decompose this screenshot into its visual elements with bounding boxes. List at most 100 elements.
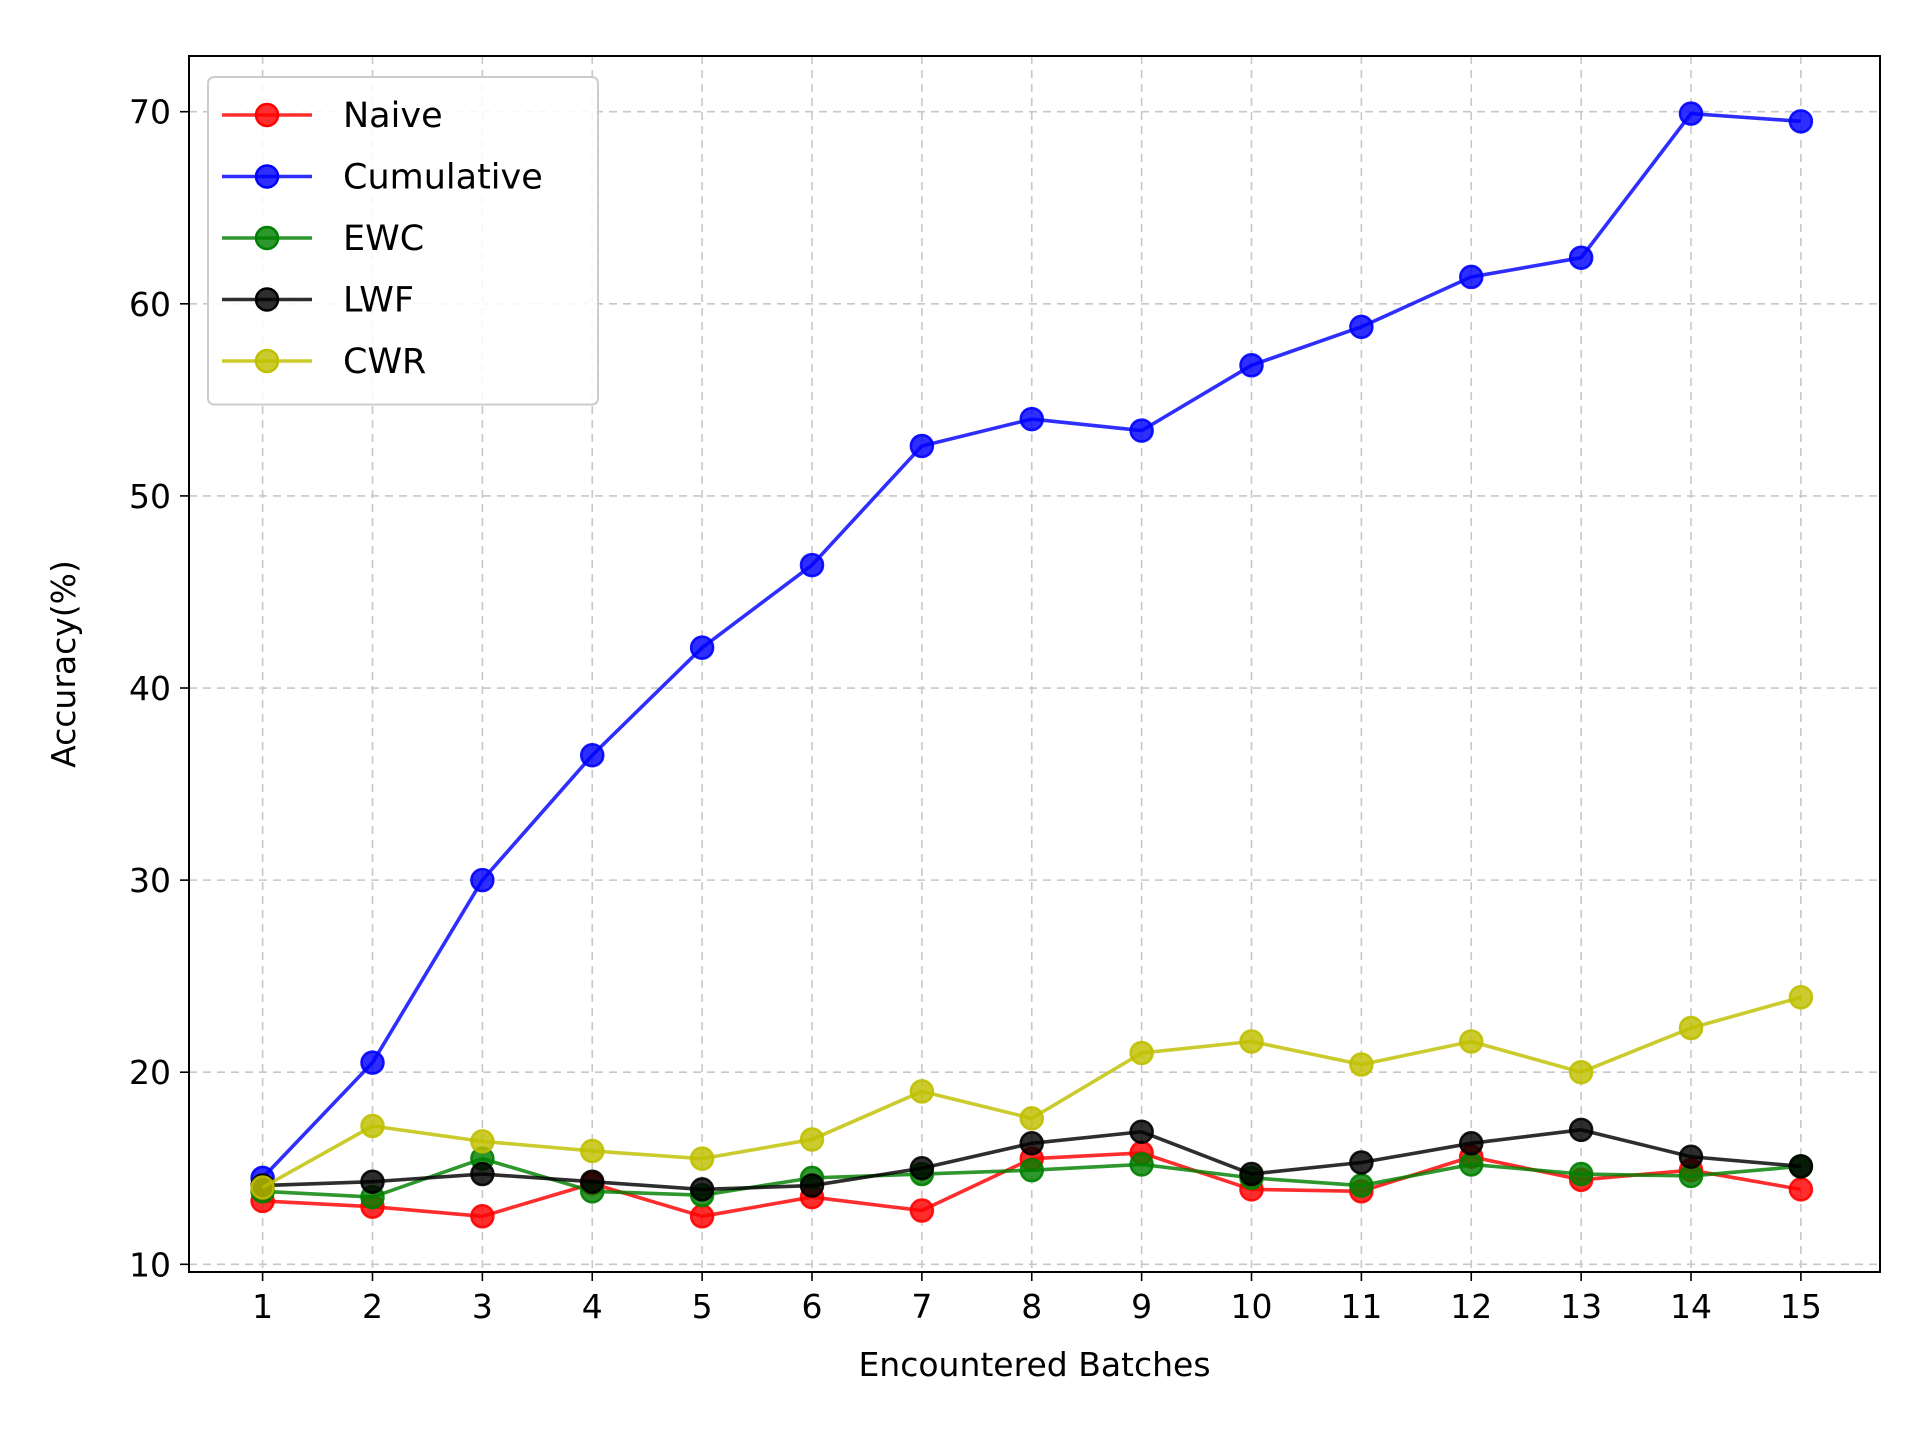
y-tick-label: 50	[129, 477, 171, 516]
x-tick-label: 7	[911, 1287, 932, 1326]
legend-marker	[254, 225, 280, 251]
y-tick-label: 10	[129, 1245, 171, 1284]
x-tick-label: 3	[472, 1287, 493, 1326]
x-tick-label: 1	[252, 1287, 273, 1326]
data-point-lwf	[1239, 1161, 1264, 1187]
y-tick-label: 30	[129, 861, 171, 900]
data-point-cumulative	[1788, 109, 1814, 134]
data-point-cwr	[579, 1138, 605, 1164]
data-point-cumulative	[1019, 406, 1045, 432]
data-point-cumulative	[470, 867, 495, 893]
legend-item-cumulative: Cumulative	[222, 158, 543, 198]
data-point-lwf	[1788, 1154, 1814, 1179]
data-point-cwr	[250, 1175, 275, 1200]
x-tick-label: 12	[1450, 1287, 1492, 1326]
x-tick-label: 4	[582, 1287, 603, 1326]
data-point-cumulative	[1568, 245, 1594, 270]
legend-marker	[254, 102, 280, 128]
data-point-ewc	[1459, 1152, 1484, 1177]
data-point-cwr	[360, 1113, 385, 1139]
x-tick-label: 13	[1560, 1287, 1602, 1326]
data-point-lwf	[909, 1156, 935, 1181]
data-point-cwr	[470, 1129, 495, 1154]
data-point-naive	[470, 1204, 495, 1229]
data-point-lwf	[1129, 1119, 1154, 1145]
data-point-cwr	[1019, 1106, 1045, 1131]
data-point-cwr	[1788, 985, 1814, 1010]
legend-marker	[254, 287, 280, 312]
y-axis-title: Accuracy(%)	[44, 560, 83, 768]
x-tick-label: 5	[692, 1287, 713, 1326]
data-point-cumulative	[360, 1050, 385, 1075]
data-point-cwr	[1349, 1052, 1374, 1077]
data-point-cwr	[1239, 1029, 1264, 1054]
x-tick-label: 6	[802, 1287, 823, 1326]
plot-frame	[188, 55, 1881, 1273]
data-point-ewc	[1129, 1152, 1154, 1177]
legend-label: EWC	[343, 219, 424, 259]
legend: Naive Cumulative EWC LWF CWR	[207, 76, 599, 406]
data-point-cwr	[1459, 1029, 1484, 1054]
data-point-cwr	[909, 1079, 935, 1104]
x-tick-label: 2	[362, 1287, 383, 1326]
data-point-cumulative	[1349, 314, 1374, 340]
data-point-cumulative	[1678, 101, 1704, 126]
legend-label: LWF	[343, 281, 414, 321]
series-cumulative	[250, 101, 1814, 1191]
data-point-naive	[1788, 1177, 1814, 1202]
data-point-naive	[689, 1204, 715, 1229]
series-layer	[250, 101, 1814, 1229]
legend-box	[207, 76, 599, 406]
x-tick-label: 14	[1670, 1287, 1712, 1326]
data-point-lwf	[689, 1177, 715, 1202]
y-tick-label: 70	[129, 93, 171, 132]
y-tick-label: 20	[129, 1053, 171, 1092]
data-point-lwf	[579, 1169, 605, 1194]
legend-label: Naive	[343, 96, 443, 136]
legend-item-lwf: LWF	[222, 281, 414, 321]
data-point-lwf	[1349, 1150, 1374, 1175]
y-axis: 10 20 30 40 50 60 70	[129, 93, 189, 1284]
data-point-cumulative	[579, 742, 605, 768]
data-point-lwf	[1019, 1131, 1045, 1156]
data-point-cumulative	[1239, 353, 1264, 378]
data-point-ewc	[1019, 1157, 1045, 1183]
legend-item-naive: Naive	[222, 96, 443, 136]
data-point-lwf	[799, 1173, 825, 1198]
data-point-cumulative	[799, 552, 825, 578]
y-tick-label: 40	[129, 669, 171, 708]
x-tick-label: 8	[1021, 1287, 1042, 1326]
data-point-cwr	[1129, 1040, 1154, 1066]
data-point-naive	[909, 1198, 935, 1223]
x-axis-title: Encountered Batches	[858, 1345, 1210, 1384]
data-point-cumulative	[1129, 418, 1154, 443]
data-point-cumulative	[909, 433, 935, 459]
legend-label: CWR	[343, 342, 426, 382]
legend-item-cwr: CWR	[222, 342, 426, 382]
y-tick-label: 60	[129, 285, 171, 324]
data-point-cwr	[1678, 1015, 1704, 1041]
data-point-cwr	[799, 1127, 825, 1152]
x-tick-label: 15	[1780, 1287, 1822, 1326]
data-point-cwr	[1568, 1059, 1594, 1085]
data-point-lwf	[1568, 1117, 1594, 1143]
x-tick-label: 9	[1131, 1287, 1152, 1326]
legend-marker	[254, 164, 280, 189]
data-point-lwf	[1678, 1144, 1704, 1169]
data-point-lwf	[1459, 1131, 1484, 1156]
series-cwr	[250, 985, 1814, 1200]
data-point-lwf	[360, 1169, 385, 1194]
x-axis: 1 2 3 4 5 6 7 8 9 10 11 12 13 14 15	[252, 1272, 1822, 1326]
legend-marker	[254, 348, 280, 374]
data-point-cumulative	[689, 635, 715, 660]
data-point-cumulative	[1459, 264, 1484, 290]
data-point-ewc	[1568, 1161, 1594, 1187]
x-tick-label: 11	[1340, 1287, 1382, 1326]
data-point-lwf	[470, 1161, 495, 1187]
legend-item-ewc: EWC	[222, 219, 424, 259]
legend-label: Cumulative	[343, 158, 543, 198]
x-tick-label: 10	[1231, 1287, 1273, 1326]
data-point-cwr	[689, 1146, 715, 1171]
data-point-ewc	[1349, 1173, 1374, 1198]
